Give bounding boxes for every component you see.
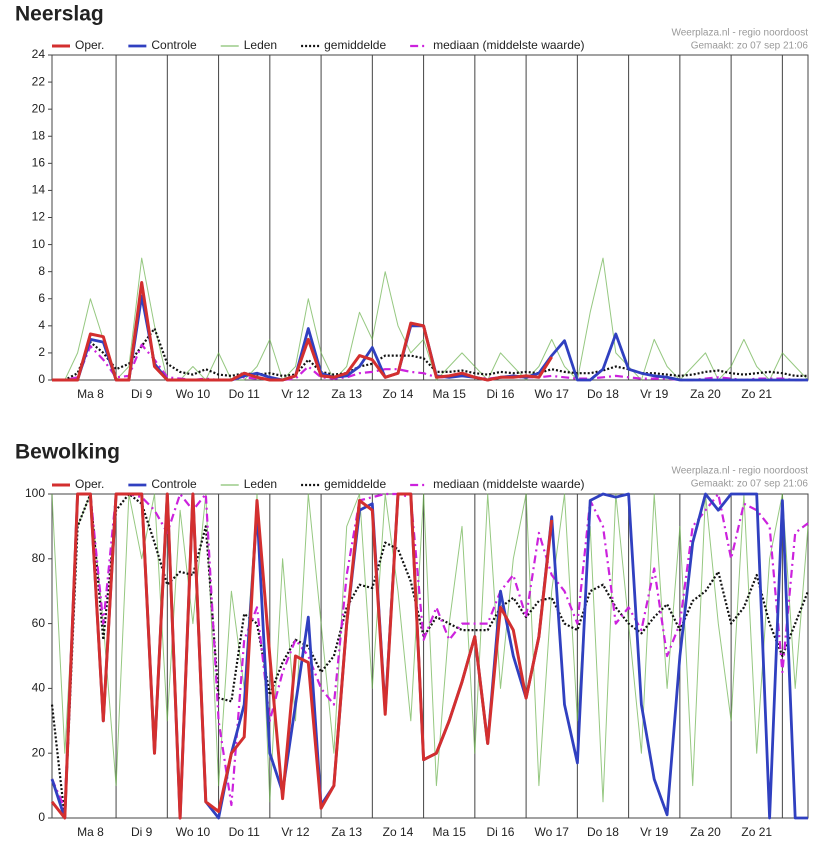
legend-label: Leden <box>244 477 277 491</box>
x-tick-label: Wo 17 <box>534 825 569 839</box>
legend-label: Oper. <box>75 38 104 52</box>
y-tick-label: 0 <box>38 810 45 824</box>
x-tick-label: Za 13 <box>331 387 362 401</box>
series-line <box>50 492 554 820</box>
y-tick-label: 22 <box>32 74 46 88</box>
made: Gemaakt: zo 07 sep 21:06 <box>691 479 809 490</box>
series-line <box>52 257 809 381</box>
x-tick-label: Vr 12 <box>281 387 310 401</box>
legend-label: mediaan (middelste waarde) <box>433 38 584 52</box>
y-tick-label: 16 <box>32 156 46 170</box>
x-tick-label: Vr 19 <box>640 825 669 839</box>
x-tick-label: Do 11 <box>229 825 260 839</box>
y-tick-label: 4 <box>38 318 45 332</box>
source: Weerplaza.nl - regio noordoost <box>671 466 808 477</box>
series-line <box>52 327 808 382</box>
legend-label: Controle <box>151 477 197 491</box>
legend-label: Leden <box>244 38 277 52</box>
x-tick-label: Ma 15 <box>433 825 467 839</box>
legend-label: gemiddelde <box>324 477 386 491</box>
x-tick-label: Za 20 <box>690 825 721 839</box>
chart-title: Neerslag <box>15 3 104 26</box>
legend-label: Controle <box>151 38 197 52</box>
legend-label: Oper. <box>75 477 104 491</box>
x-tick-label: Wo 10 <box>176 825 211 839</box>
y-tick-label: 18 <box>32 128 46 142</box>
x-tick-label: Zo 14 <box>383 387 414 401</box>
x-tick-label: Ma 8 <box>77 387 104 401</box>
y-tick-label: 20 <box>32 745 46 759</box>
x-tick-label: Vr 19 <box>640 387 669 401</box>
x-tick-label: Do 18 <box>587 387 619 401</box>
series-line <box>51 493 809 803</box>
y-tick-label: 2 <box>38 345 45 359</box>
y-tick-label: 6 <box>38 291 45 305</box>
x-tick-label: Zo 14 <box>383 825 414 839</box>
x-tick-label: Ma 8 <box>77 825 104 839</box>
x-tick-label: Wo 17 <box>534 387 569 401</box>
y-tick-label: 80 <box>32 551 46 565</box>
y-tick-label: 100 <box>25 486 45 500</box>
plot-area <box>51 54 809 381</box>
x-tick-label: Za 13 <box>331 825 362 839</box>
y-tick-label: 40 <box>32 681 46 695</box>
x-tick-label: Vr 12 <box>281 825 310 839</box>
x-tick-label: Wo 10 <box>176 387 211 401</box>
y-tick-label: 14 <box>32 183 46 197</box>
x-tick-label: Za 20 <box>690 387 721 401</box>
y-tick-label: 20 <box>32 101 46 115</box>
chart-title: Bewolking <box>15 441 120 464</box>
y-tick-label: 12 <box>32 210 46 224</box>
x-tick-label: Do 11 <box>229 387 260 401</box>
x-tick-label: Di 16 <box>486 387 514 401</box>
x-tick-label: Di 16 <box>486 825 514 839</box>
y-tick-label: 60 <box>32 616 46 630</box>
series-line <box>52 281 553 382</box>
x-tick-label: Ma 15 <box>433 387 467 401</box>
series-line <box>52 294 808 382</box>
x-tick-label: Di 9 <box>131 825 153 839</box>
made: Gemaakt: zo 07 sep 21:06 <box>691 41 809 52</box>
y-tick-label: 24 <box>32 47 46 61</box>
series-line <box>50 492 809 810</box>
legend-label: mediaan (middelste waarde) <box>433 477 584 491</box>
plot-area <box>51 493 809 819</box>
y-tick-label: 10 <box>32 237 46 251</box>
x-tick-label: Di 9 <box>131 387 153 401</box>
source: Weerplaza.nl - regio noordoost <box>671 28 808 39</box>
x-tick-label: Do 18 <box>587 825 619 839</box>
legend-label: gemiddelde <box>324 38 386 52</box>
x-tick-label: Zo 21 <box>741 387 772 401</box>
y-tick-label: 0 <box>38 372 45 386</box>
x-tick-label: Zo 21 <box>741 825 772 839</box>
y-tick-label: 8 <box>38 264 45 278</box>
